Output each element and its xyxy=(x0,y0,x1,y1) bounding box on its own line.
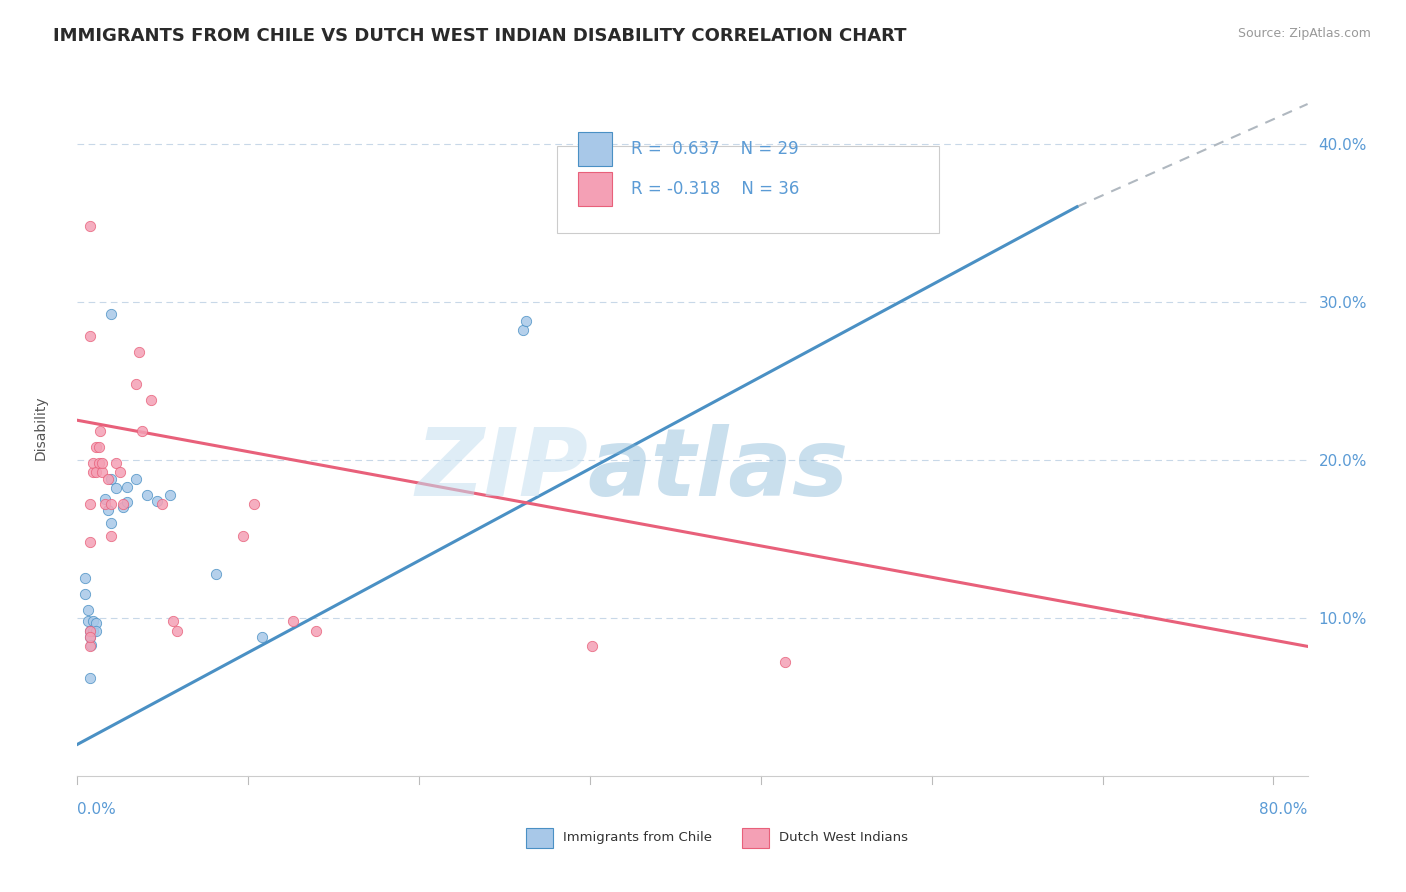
Point xyxy=(100,472,122,486)
Point xyxy=(100,307,122,321)
Text: Disability: Disability xyxy=(34,396,48,460)
Point xyxy=(125,376,148,391)
Point xyxy=(150,497,173,511)
Point xyxy=(159,487,181,501)
Point xyxy=(82,466,104,480)
Point xyxy=(79,671,101,685)
Point xyxy=(73,571,96,585)
Point xyxy=(112,500,135,515)
Point xyxy=(128,345,150,359)
Point xyxy=(166,624,188,638)
Point xyxy=(79,630,101,644)
Point xyxy=(131,425,153,439)
Text: IMMIGRANTS FROM CHILE VS DUTCH WEST INDIAN DISABILITY CORRELATION CHART: IMMIGRANTS FROM CHILE VS DUTCH WEST INDI… xyxy=(53,27,907,45)
Point xyxy=(204,566,226,581)
Point xyxy=(250,630,273,644)
Bar xyxy=(526,828,554,847)
Bar xyxy=(578,132,613,166)
Point xyxy=(90,456,114,470)
FancyBboxPatch shape xyxy=(557,146,939,234)
Point xyxy=(97,503,120,517)
Point xyxy=(82,614,104,628)
Point xyxy=(104,481,127,495)
Point xyxy=(100,497,122,511)
Text: R = -0.318    N = 36: R = -0.318 N = 36 xyxy=(631,180,800,198)
Point xyxy=(110,466,132,480)
Point xyxy=(305,624,328,638)
Point xyxy=(79,624,101,638)
Text: R =  0.637    N = 29: R = 0.637 N = 29 xyxy=(631,140,799,158)
Point xyxy=(79,329,101,343)
Point xyxy=(512,323,534,337)
Text: atlas: atlas xyxy=(588,424,849,516)
Point xyxy=(89,425,111,439)
Point xyxy=(581,640,603,654)
Bar xyxy=(742,828,769,847)
Point xyxy=(84,615,107,630)
Point xyxy=(104,456,127,470)
Point xyxy=(97,472,120,486)
Point xyxy=(773,655,796,669)
Point xyxy=(84,440,107,454)
Point xyxy=(94,492,117,507)
Text: 0.0%: 0.0% xyxy=(77,802,117,817)
Point xyxy=(84,466,107,480)
Point xyxy=(125,472,148,486)
Point xyxy=(100,529,122,543)
Point xyxy=(84,624,107,638)
Text: Dutch West Indians: Dutch West Indians xyxy=(779,831,907,845)
Point xyxy=(141,392,163,407)
Point xyxy=(87,440,110,454)
Point xyxy=(135,487,157,501)
Point xyxy=(82,624,104,638)
Point xyxy=(79,624,101,638)
Point xyxy=(243,497,266,511)
Point xyxy=(94,497,117,511)
Text: ZIP: ZIP xyxy=(415,424,588,516)
Text: Source: ZipAtlas.com: Source: ZipAtlas.com xyxy=(1237,27,1371,40)
Point xyxy=(115,495,138,509)
Bar xyxy=(578,172,613,205)
Point xyxy=(79,640,101,654)
Text: Immigrants from Chile: Immigrants from Chile xyxy=(564,831,713,845)
Point xyxy=(79,535,101,549)
Point xyxy=(87,456,110,470)
Point xyxy=(82,456,104,470)
Point xyxy=(90,466,114,480)
Text: 80.0%: 80.0% xyxy=(1260,802,1308,817)
Point xyxy=(100,516,122,530)
Point xyxy=(112,497,135,511)
Point xyxy=(73,587,96,601)
Point xyxy=(77,603,100,617)
Point xyxy=(115,480,138,494)
Point xyxy=(146,494,169,508)
Point xyxy=(281,614,304,628)
Point xyxy=(79,497,101,511)
Point xyxy=(515,313,537,327)
Point xyxy=(162,614,184,628)
Point xyxy=(79,219,101,233)
Point xyxy=(79,630,101,644)
Point xyxy=(80,638,103,652)
Point xyxy=(77,614,100,628)
Point xyxy=(232,529,254,543)
